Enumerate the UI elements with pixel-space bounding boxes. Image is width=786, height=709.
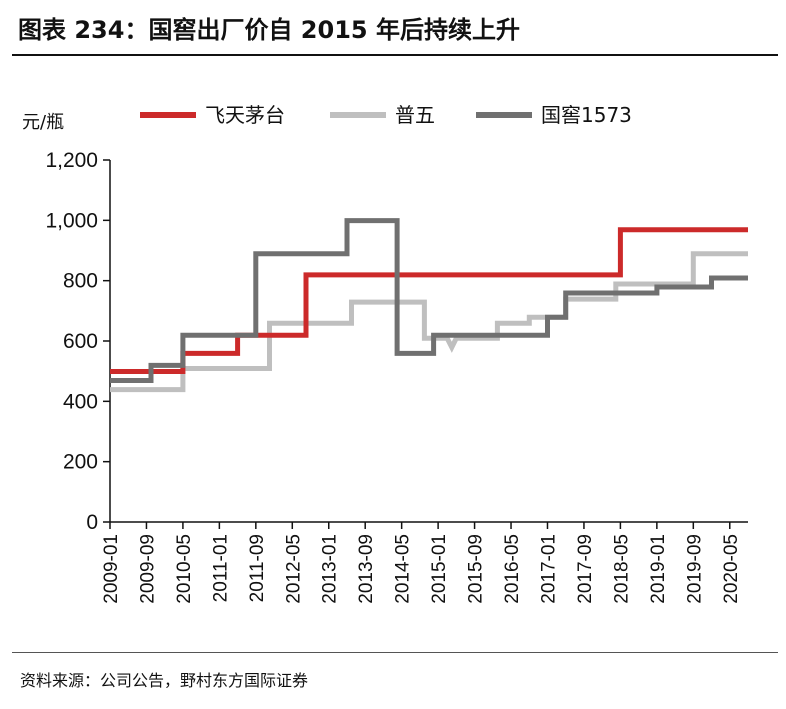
legend-label: 飞天茅台 <box>205 103 285 127</box>
y-axis-unit: 元/瓶 <box>22 112 64 133</box>
x-tick-label: 2015-09 <box>466 534 487 604</box>
x-tick-label: 2009-09 <box>137 534 158 604</box>
x-tick-label: 2009-01 <box>101 534 122 604</box>
x-tick-label: 2015-01 <box>429 534 450 604</box>
x-tick-label: 2017-01 <box>538 534 559 604</box>
source-divider <box>12 652 778 653</box>
y-tick-label: 400 <box>63 390 98 413</box>
y-tick-label: 0 <box>86 511 98 534</box>
title-divider <box>12 54 778 56</box>
source-note: 资料来源：公司公告，野村东方国际证券 <box>20 671 309 690</box>
x-tick-label: 2019-01 <box>648 534 669 604</box>
x-tick-label: 2012-05 <box>283 534 304 604</box>
x-tick-label: 2013-09 <box>356 534 377 604</box>
plot-lines <box>110 218 748 393</box>
x-tick-label: 2018-05 <box>611 534 632 604</box>
y-tick-label: 600 <box>63 330 98 353</box>
legend-label: 普五 <box>395 103 435 127</box>
series-line-1 <box>110 227 748 374</box>
chart-legend: 飞天茅台 普五 国窖1573 <box>140 103 632 127</box>
series-line-2 <box>110 251 748 393</box>
legend-label: 国窖1573 <box>541 103 632 127</box>
y-tick-label: 1,000 <box>45 209 98 232</box>
x-tick-label: 2016-05 <box>502 534 523 604</box>
x-tick-label: 2010-05 <box>174 534 195 604</box>
y-tick-label: 1,200 <box>45 149 98 172</box>
x-tick-label: 2011-01 <box>210 534 231 602</box>
y-axis: 0 200 400 600 800 1,000 1,200 <box>45 149 111 534</box>
y-tick-label: 200 <box>63 451 98 474</box>
x-tick-label: 2020-05 <box>721 534 742 604</box>
step-line-chart: 飞天茅台 普五 国窖1573 元/瓶 0 200 400 600 800 1,000 1,200… <box>22 103 748 604</box>
x-tick-label: 2019-09 <box>684 534 705 604</box>
figure-title: 图表 234：国窖出厂价自 2015 年后持续上升 <box>18 16 520 44</box>
x-tick-label: 2011-09 <box>247 534 268 602</box>
x-tick-label: 2013-01 <box>320 534 341 604</box>
x-tick-label: 2014-05 <box>393 534 414 604</box>
y-tick-label: 800 <box>63 270 98 293</box>
x-tick-label: 2017-09 <box>575 534 596 604</box>
x-axis: 2009-01 2009-09 2010-05 2011-01 2011-09 2012-… <box>101 521 748 604</box>
series-line-3 <box>110 218 748 383</box>
